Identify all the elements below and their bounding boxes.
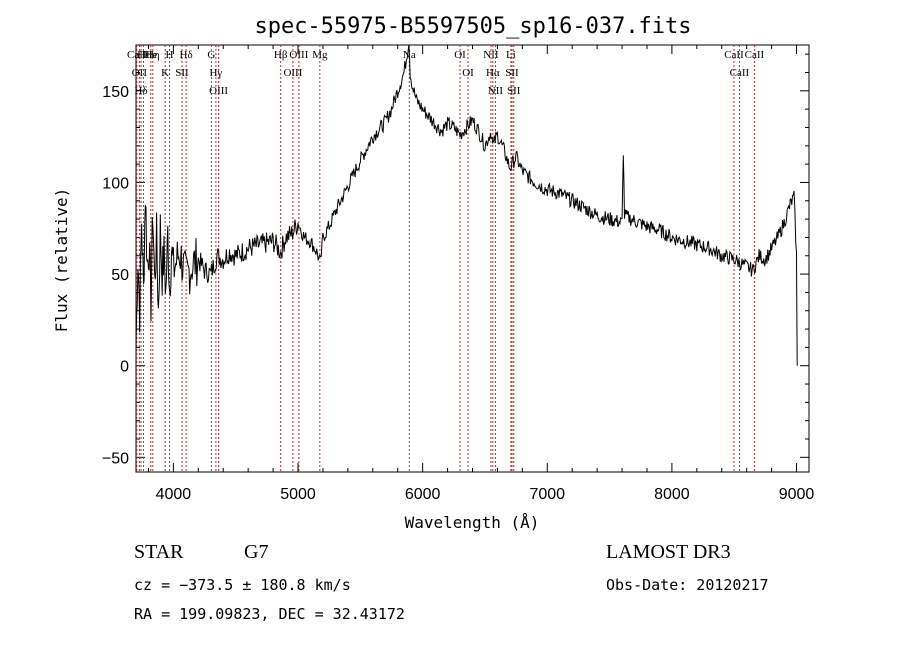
line-label: CaII: [745, 49, 765, 61]
line-label: Hβ: [274, 49, 288, 61]
redshift-text: cz = −373.5 ± 180.8 km/s: [134, 576, 351, 594]
line-label: G: [207, 49, 215, 61]
x-tick-label: 6000: [405, 486, 441, 503]
line-label: OIII: [289, 49, 308, 61]
x-tick-label: 9000: [779, 486, 815, 503]
line-label: SII: [507, 85, 521, 97]
object-subclass: G7: [244, 541, 268, 563]
y-axis-label: Flux (relative): [52, 188, 71, 333]
line-label: OIII: [209, 85, 228, 97]
x-tick-label: 5000: [280, 486, 316, 503]
line-label: Hα: [486, 67, 500, 79]
y-tick-label: 50: [111, 267, 129, 284]
line-label: Mg: [312, 49, 328, 61]
obs-date-text: Obs-Date: 20120217: [606, 576, 769, 594]
line-label: OIII: [283, 67, 302, 79]
line-label: Hη: [146, 49, 160, 61]
line-label: H: [166, 49, 174, 61]
y-tick-label: 0: [120, 359, 129, 376]
line-label: Hδ: [180, 49, 193, 61]
line-label: OII: [132, 67, 148, 79]
survey-name: LAMOST DR3: [606, 541, 731, 563]
line-label: He: [144, 49, 157, 61]
line-label: Hγ: [209, 67, 222, 79]
x-tick-label: 4000: [156, 486, 192, 503]
line-label: CaII: [724, 49, 744, 61]
x-axis-label: Wavelength (Å): [405, 513, 540, 532]
line-label: OI: [462, 67, 474, 79]
x-tick-label: 7000: [529, 486, 565, 503]
line-label: NII: [488, 85, 504, 97]
line-label: SII: [505, 67, 519, 79]
line-label: Hε: [137, 49, 150, 61]
line-label: SII: [175, 67, 189, 79]
y-tick-label: 100: [102, 175, 129, 192]
line-label: CaII: [127, 49, 147, 61]
x-tick-label: 8000: [654, 486, 690, 503]
line-label: OI: [454, 49, 466, 61]
line-label: Hδ: [134, 85, 147, 97]
coordinates-text: RA = 199.09823, DEC = 32.43172: [134, 605, 405, 623]
chart-title: spec-55975-B5597505_sp16-037.fits: [254, 14, 691, 39]
line-label: Li: [506, 49, 516, 61]
y-tick-label: 150: [102, 84, 129, 101]
line-label: K: [161, 67, 169, 79]
line-label: NII: [483, 49, 499, 61]
plot-area: 4000 5000 6000 7000 8000 9000 −50 0 50 100 150 CaII…: [102, 44, 815, 503]
spectrum-line: [135, 44, 798, 366]
y-tick-label: −50: [102, 450, 129, 467]
object-class: STAR: [134, 541, 184, 563]
line-label: CaII: [730, 67, 750, 79]
